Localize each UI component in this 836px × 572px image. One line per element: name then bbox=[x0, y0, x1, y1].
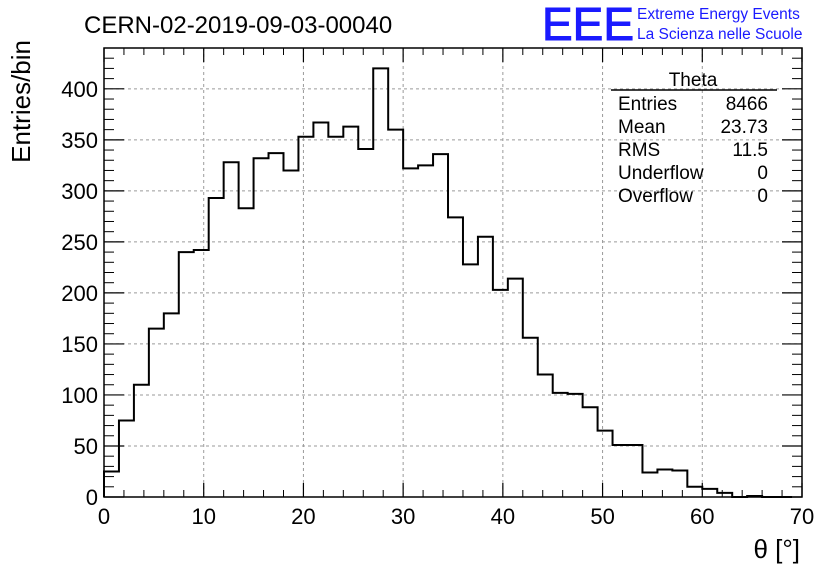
y-tick-label: 200 bbox=[61, 281, 98, 306]
stats-title: Theta bbox=[669, 70, 718, 91]
chart-title: CERN-02-2019-09-03-00040 bbox=[84, 12, 392, 39]
x-axis-label: θ [°] bbox=[753, 534, 800, 564]
stats-value-entries: 8466 bbox=[726, 94, 768, 115]
eee-logo: EEE bbox=[542, 0, 634, 50]
stats-label-overflow: Overflow bbox=[618, 186, 693, 207]
logo-line-1: Extreme Energy Events bbox=[637, 6, 800, 23]
y-tick-label: 350 bbox=[61, 128, 98, 153]
stats-value-rms: 11.5 bbox=[732, 140, 768, 161]
x-tick-label: 70 bbox=[790, 504, 814, 529]
histogram-series-line bbox=[103, 67, 793, 498]
stats-label-entries: Entries bbox=[618, 94, 677, 115]
stats-value-overflow: 0 bbox=[757, 186, 768, 207]
grid-lines bbox=[104, 48, 802, 497]
x-tick-label: 50 bbox=[590, 504, 614, 529]
y-tick-label: 250 bbox=[61, 230, 98, 255]
stats-label-mean: Mean bbox=[618, 117, 666, 138]
y-tick-label: 400 bbox=[61, 77, 98, 102]
stats-label-rms: RMS bbox=[618, 140, 660, 161]
y-tick-label: 100 bbox=[61, 383, 98, 408]
x-tick-label: 30 bbox=[391, 504, 415, 529]
stats-box: Theta Entries 8466 Mean 23.73 RMS 11.5 U… bbox=[611, 70, 777, 207]
y-axis-label: Entries/bin bbox=[6, 40, 36, 163]
x-tick-label: 0 bbox=[98, 504, 110, 529]
axis-ticks bbox=[103, 47, 803, 498]
stats-value-mean: 23.73 bbox=[720, 117, 768, 138]
x-tick-labels: 0 10 20 30 40 50 60 70 bbox=[98, 504, 814, 529]
stats-label-underflow: Underflow bbox=[618, 163, 704, 184]
y-tick-label: 50 bbox=[74, 434, 98, 459]
stats-value-underflow: 0 bbox=[757, 163, 768, 184]
y-tick-label: 0 bbox=[86, 485, 98, 510]
x-tick-label: 10 bbox=[191, 504, 215, 529]
y-tick-label: 150 bbox=[61, 332, 98, 357]
y-tick-label: 300 bbox=[61, 179, 98, 204]
x-tick-label: 60 bbox=[690, 504, 714, 529]
y-tick-labels: 0 50 100 150 200 250 300 350 400 bbox=[61, 77, 98, 510]
x-tick-label: 40 bbox=[491, 504, 515, 529]
x-tick-label: 20 bbox=[291, 504, 315, 529]
logo-line-2: La Scienza nelle Scuole bbox=[637, 26, 802, 43]
